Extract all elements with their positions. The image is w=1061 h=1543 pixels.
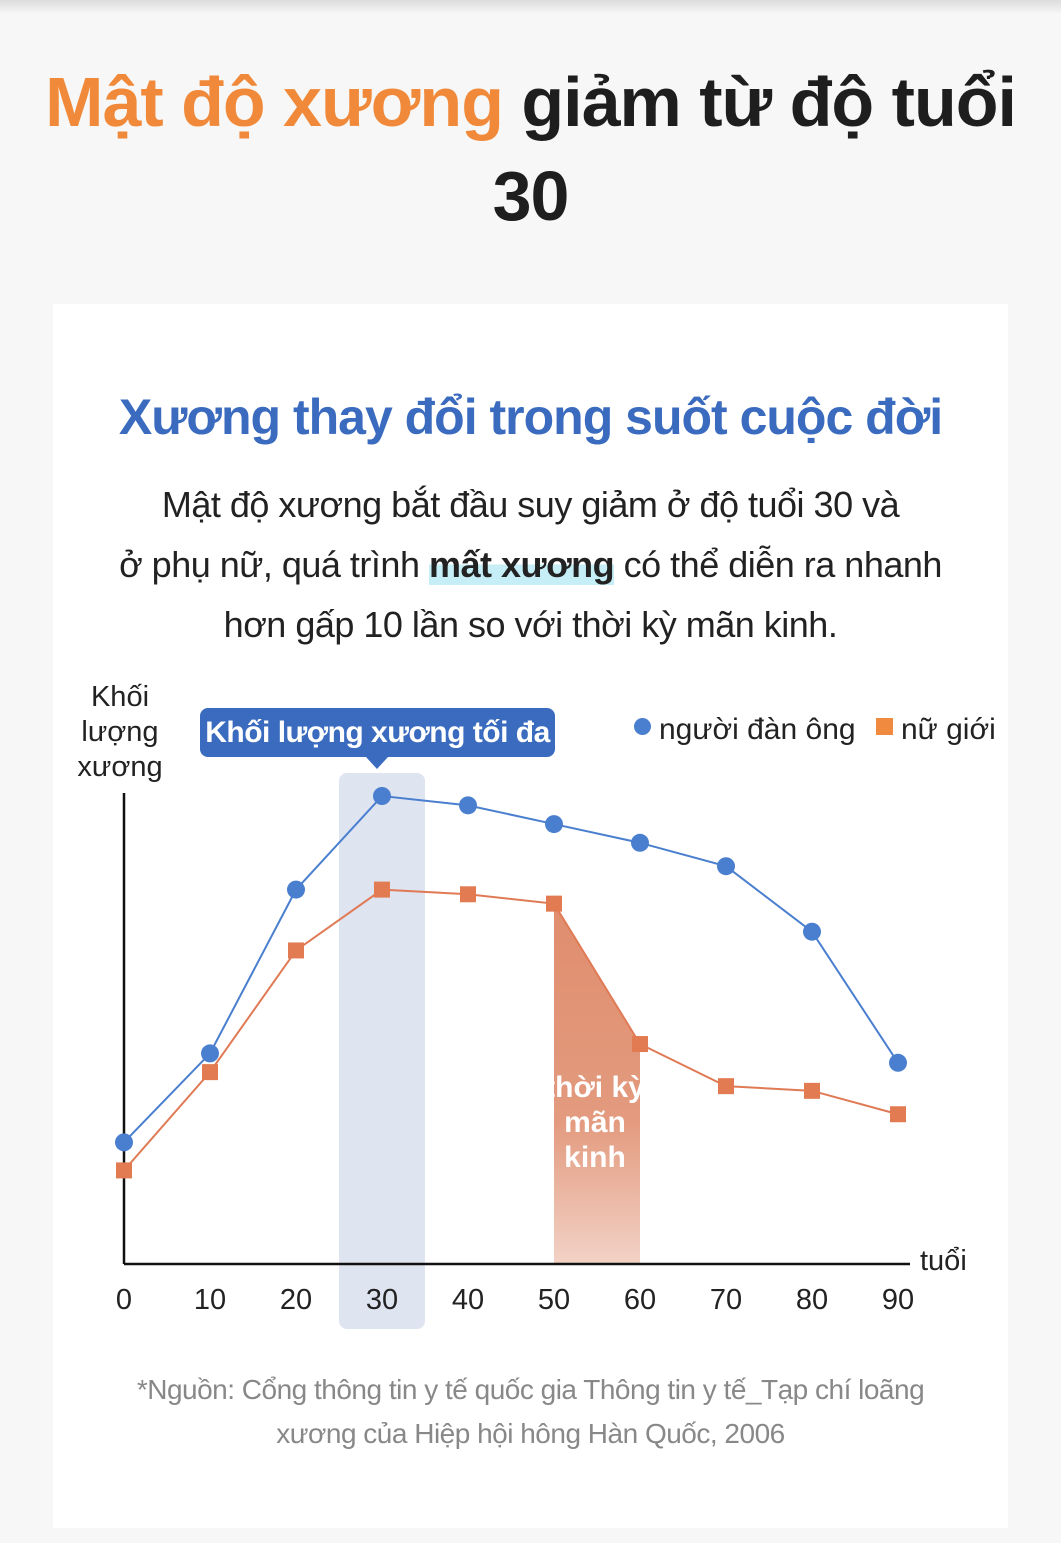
women-line xyxy=(123,888,899,1172)
x-tick-label: 70 xyxy=(710,1284,742,1316)
women-point xyxy=(460,886,476,903)
peak-highlight-band xyxy=(339,773,425,1329)
legend-women: nữ giới xyxy=(876,713,996,747)
legend-label: nữ giới xyxy=(901,713,996,746)
women-point xyxy=(288,942,304,959)
menopause-line: mãn xyxy=(564,1106,626,1139)
men-point xyxy=(287,880,305,899)
women-point xyxy=(116,1162,132,1179)
page-title: Mật độ xương giảm từ độ tuổi 30 xyxy=(0,55,1061,243)
women-point xyxy=(890,1106,906,1123)
square-marker-icon xyxy=(876,717,893,735)
highlight-bone-loss: mất xương xyxy=(428,544,615,585)
men-point xyxy=(803,922,821,941)
women-point xyxy=(202,1064,218,1081)
men-point xyxy=(545,815,563,834)
men-point xyxy=(373,787,391,805)
x-tick-label: 0 xyxy=(116,1284,132,1316)
men-point xyxy=(889,1053,907,1072)
desc-line-1: Mật độ xương bắt đầu suy giảm ở độ tuổi … xyxy=(161,484,900,525)
y-label-line: Khối xyxy=(90,681,150,713)
men-point xyxy=(631,833,649,852)
women-point xyxy=(374,881,390,898)
x-tick-label: 10 xyxy=(194,1284,226,1316)
women-point xyxy=(632,1036,648,1053)
desc-text: ở phụ nữ, quá trình xyxy=(119,544,429,585)
x-tick-label: 80 xyxy=(796,1284,828,1316)
source-line: xương của Hiệp hội hông Hàn Quốc, 2006 xyxy=(276,1418,785,1449)
peak-bone-mass-callout: Khối lượng xương tối đa xyxy=(200,708,555,769)
women-point xyxy=(546,895,562,912)
card-subtitle: Xương thay đổi trong suốt cuộc đời xyxy=(118,389,943,445)
top-shadow xyxy=(0,0,1061,14)
title-highlight: Mật độ xương xyxy=(45,63,504,141)
title-rest: giảm từ độ tuổi 30 xyxy=(492,63,1017,235)
desc-line-3: hơn gấp 10 lần so với thời kỳ mãn kinh. xyxy=(223,604,838,645)
x-tick-label: 40 xyxy=(452,1284,484,1316)
circle-marker-icon xyxy=(634,717,651,735)
menopause-line: thời kỳ xyxy=(545,1071,645,1104)
y-label-line: xương xyxy=(77,751,163,783)
info-card xyxy=(53,304,1008,1528)
x-axis-label: tuổi xyxy=(920,1245,967,1277)
men-point xyxy=(115,1133,133,1152)
women-point xyxy=(718,1078,734,1095)
x-tick-label: 90 xyxy=(882,1284,914,1316)
men-line xyxy=(123,794,899,1144)
x-tick-label: 60 xyxy=(624,1284,656,1316)
menopause-line: kinh xyxy=(564,1141,626,1174)
card-description: Mật độ xương bắt đầu suy giảm ở độ tuổi … xyxy=(0,475,1061,655)
x-tick-label: 50 xyxy=(538,1284,570,1316)
men-point xyxy=(717,857,735,876)
women-point xyxy=(804,1082,820,1099)
legend-men: người đàn ông xyxy=(634,713,856,747)
men-point xyxy=(201,1044,219,1063)
menopause-label: thời kỳ mãn kinh xyxy=(545,1070,645,1175)
legend-label: người đàn ông xyxy=(659,713,856,746)
desc-line-2: ở phụ nữ, quá trình mất xương có thể diễ… xyxy=(0,535,1061,595)
source-note: *Nguồn: Cổng thông tin y tế quốc gia Thô… xyxy=(0,1368,1061,1456)
menopause-area xyxy=(554,903,640,1264)
y-label-line: lượng xyxy=(81,716,159,748)
x-tick-label: 30 xyxy=(366,1284,398,1316)
y-axis-label: Khối lượng xương xyxy=(70,680,170,785)
desc-text: có thể diễn ra nhanh xyxy=(614,544,943,585)
x-tick-label: 20 xyxy=(280,1284,312,1316)
source-line: *Nguồn: Cổng thông tin y tế quốc gia Thô… xyxy=(136,1374,925,1405)
men-point xyxy=(459,796,477,815)
